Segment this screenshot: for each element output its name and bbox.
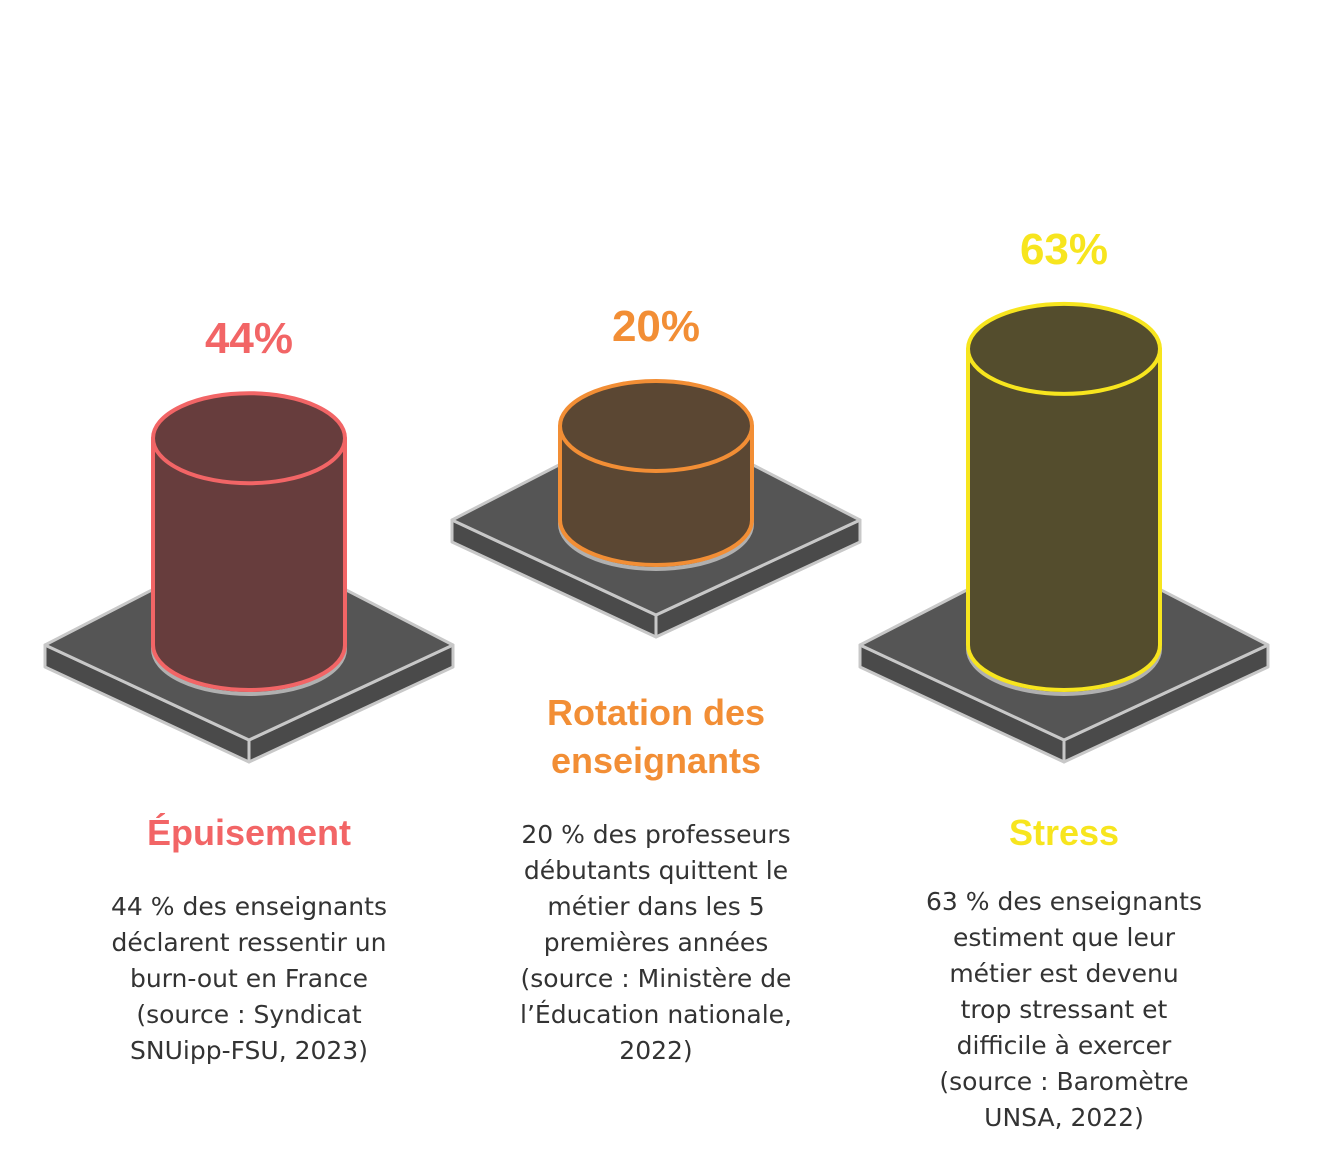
bar-group-1: 44% Épuisement 44 % des enseignants déclare…: [43, 314, 455, 1065]
description-line: (source : Ministère de: [521, 964, 792, 993]
description-line: (source : Syndicat: [136, 1000, 361, 1029]
description-line: l’Éducation nationale,: [520, 1000, 792, 1029]
description-line: 63 % des enseignants: [926, 887, 1202, 916]
description-line: UNSA, 2022): [984, 1103, 1144, 1132]
bar-group-3: 63% Stress 63 % des enseignants estiment qu…: [858, 225, 1270, 1132]
description-line: SNUipp-FSU, 2023): [130, 1036, 368, 1065]
category-label-1: Épuisement: [147, 812, 351, 853]
description-line: métier est devenu: [949, 959, 1178, 988]
description-line: métier dans les 5: [547, 892, 764, 921]
description-line: trop stressant et: [961, 995, 1168, 1024]
bar-top-1: [151, 391, 347, 486]
description-line: (source : Baromètre: [939, 1067, 1188, 1096]
description-line: difficile à exercer: [957, 1031, 1172, 1060]
description-line: 20 % des professeurs: [521, 820, 790, 849]
bar-3: [966, 346, 1162, 692]
category-label-2: enseignants: [551, 740, 761, 781]
description-line: déclarent ressentir un: [111, 928, 386, 957]
description-line: estiment que leur: [953, 923, 1176, 952]
data-label-2: 20%: [612, 302, 700, 351]
category-label-2: Rotation des: [547, 692, 765, 733]
bar-top-2: [558, 379, 754, 473]
bar-1: [151, 436, 347, 692]
description-line: débutants quittent le: [524, 856, 788, 885]
description-line: 44 % des enseignants: [111, 892, 387, 921]
description-line: premières années: [544, 928, 769, 957]
description-line: burn-out en France: [130, 964, 368, 993]
data-label-1: 44%: [205, 314, 293, 363]
bar-group-2: 20% Rotation des enseignants 20 % des profe…: [450, 302, 862, 1065]
bar-top-3: [966, 301, 1162, 396]
description-line: 2022): [619, 1036, 692, 1065]
data-label-3: 63%: [1020, 225, 1108, 274]
category-label-3: Stress: [1009, 812, 1119, 853]
